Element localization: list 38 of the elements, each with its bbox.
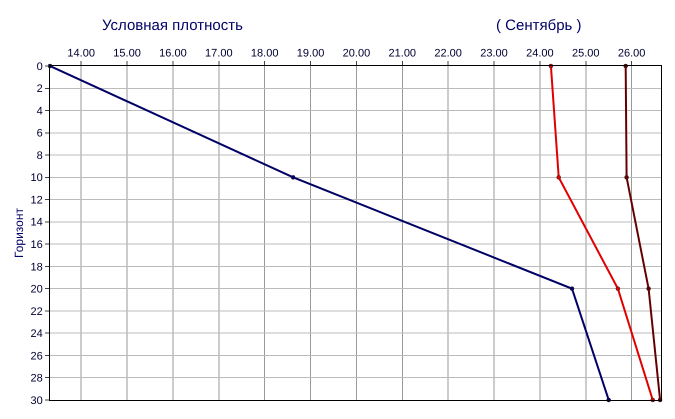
- point: [290, 175, 296, 180]
- point: [616, 286, 620, 291]
- x-tick-label: 20.00: [342, 48, 370, 60]
- y-tick-label: 26: [30, 350, 43, 362]
- y-tick-label: 10: [30, 172, 43, 184]
- y-tick-label: 18: [30, 261, 43, 274]
- x-tick-label: 19.00: [296, 48, 324, 60]
- point: [646, 286, 651, 291]
- x-tick-label: 24.00: [526, 48, 554, 60]
- x-tick-label: 17.00: [205, 48, 233, 60]
- chart-subtitle: ( Сентябрь ): [496, 17, 582, 34]
- point: [624, 175, 629, 180]
- y-tick-label: 6: [36, 128, 43, 140]
- x-tick-label: 16.00: [159, 48, 187, 60]
- y-axis-title: Горизонт: [12, 208, 26, 258]
- y-tick-label: 16: [30, 238, 43, 251]
- y-tick-label: 2: [36, 83, 43, 96]
- point: [570, 286, 574, 291]
- x-tick-label: 26.00: [618, 48, 646, 60]
- x-tick-label: 15.00: [113, 48, 141, 60]
- y-tick-label: 8: [36, 150, 43, 162]
- x-tick-label: 25.00: [572, 48, 600, 60]
- y-tick-label: 0: [36, 60, 43, 73]
- x-tick-label: 23.00: [480, 48, 508, 60]
- y-tick-label: 30: [30, 394, 43, 407]
- x-tick-label: 22.00: [434, 48, 462, 60]
- y-tick-label: 4: [36, 105, 43, 118]
- x-tick-label: 18.00: [250, 48, 278, 60]
- y-tick-label: 12: [30, 194, 43, 206]
- y-tick-label: 24: [30, 328, 43, 340]
- y-tick-label: 22: [30, 306, 43, 318]
- y-tick-label: 20: [30, 284, 43, 296]
- x-tick-label: 21.00: [388, 48, 416, 60]
- point: [556, 175, 561, 180]
- y-tick-label: 14: [30, 216, 43, 229]
- x-tick-label: 14.00: [67, 48, 95, 60]
- y-tick-label: 28: [30, 372, 43, 385]
- chart-title: Условная плотность: [102, 17, 244, 34]
